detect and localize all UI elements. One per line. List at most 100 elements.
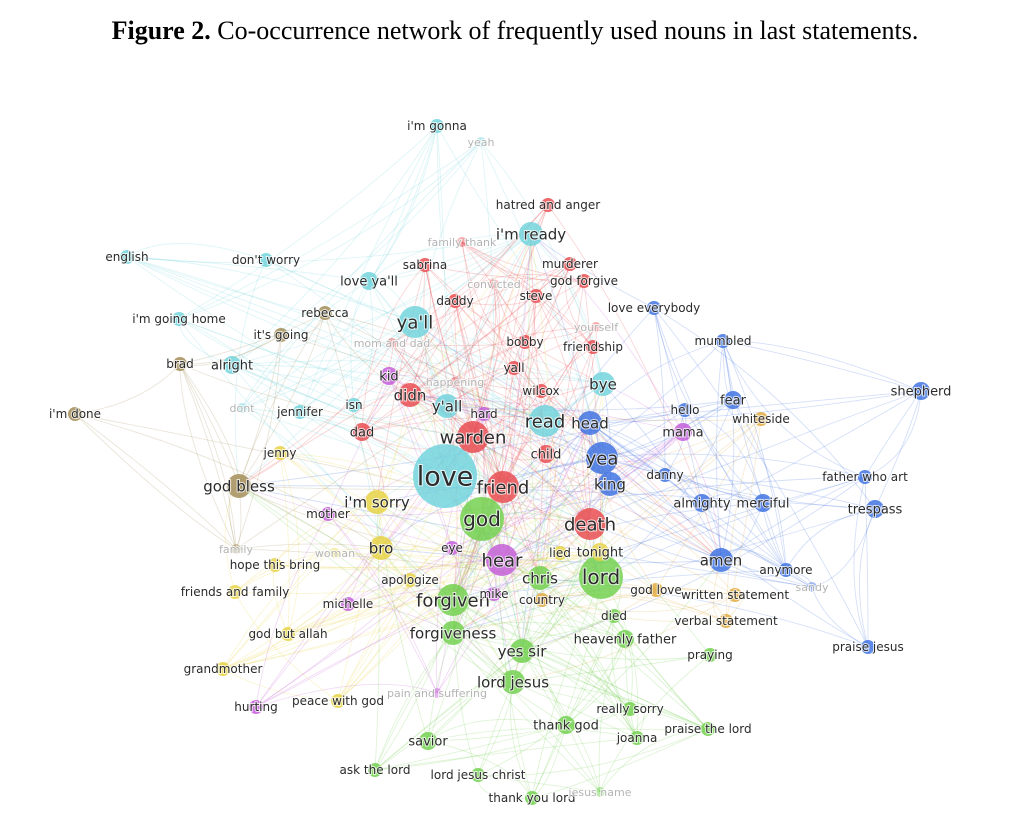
network-edge: [811, 508, 876, 588]
network-edge: [179, 363, 237, 550]
node-bubble: [535, 593, 549, 607]
network-edge: [241, 407, 454, 634]
node-bubble: [398, 383, 422, 407]
network-edge: [255, 593, 495, 708]
network-edge: [374, 650, 523, 771]
network-edge: [222, 405, 448, 670]
network-edge: [235, 405, 448, 550]
node-bubble: [441, 621, 465, 645]
node-label: love ya'll: [340, 275, 398, 290]
node-bubble: [448, 294, 462, 308]
node-label: fear: [720, 394, 747, 409]
node-bubble: [529, 289, 543, 303]
network-edge: [238, 312, 326, 487]
network-edge: [454, 381, 591, 525]
figure-caption: Figure 2. Co-occurrence network of frequ…: [0, 16, 1030, 46]
network-edge: [530, 233, 561, 554]
network-edge: [539, 577, 638, 739]
network-edge: [722, 340, 922, 392]
network-edge: [501, 233, 532, 561]
network-edge: [74, 413, 237, 550]
node-label: jesus name: [568, 786, 632, 799]
network-edge: [255, 513, 329, 708]
node-label: lord: [582, 565, 620, 589]
network-edge: [565, 559, 722, 726]
network-edge: [224, 485, 240, 593]
network-edge: [446, 399, 734, 411]
network-edge: [528, 233, 541, 579]
network-edge: [452, 523, 591, 634]
network-edge: [530, 233, 604, 385]
node-label: mumbled: [695, 334, 752, 348]
network-edge: [337, 383, 604, 702]
network-edge: [231, 125, 438, 366]
network-edge: [874, 390, 922, 510]
network-edge: [600, 399, 734, 578]
node-label: michelle: [323, 597, 374, 611]
network-edge: [368, 125, 438, 282]
node-bubble: [779, 563, 793, 577]
node-bubble: [387, 338, 397, 348]
network-edge: [74, 413, 237, 550]
node-label: yourself: [574, 321, 619, 334]
node-label: apologize: [381, 573, 439, 587]
network-edge: [347, 588, 495, 605]
network-edge: [720, 476, 866, 561]
network-edge: [427, 708, 631, 742]
node-label: sandy: [796, 581, 829, 594]
network-edge: [374, 724, 567, 771]
node-bubble: [529, 405, 561, 437]
node-label: really sorry: [596, 702, 663, 716]
node-label: hurting: [234, 700, 277, 714]
node-label: anymore: [759, 563, 812, 577]
node-label: hope this bring: [230, 558, 321, 572]
node-bubble: [435, 394, 459, 418]
network-edge: [461, 241, 537, 297]
network-edge: [539, 383, 604, 579]
node-label: ya'll: [397, 312, 434, 333]
node-bubble: [347, 398, 361, 412]
network-edge: [414, 321, 546, 422]
network-edge: [299, 405, 448, 419]
network-edge: [238, 399, 734, 487]
node-label: savior: [408, 735, 448, 750]
network-edge: [126, 256, 546, 422]
network-edge: [238, 334, 282, 487]
network-edge: [368, 125, 438, 282]
network-edge: [178, 318, 355, 406]
network-edge: [454, 341, 526, 383]
network-edge: [337, 518, 483, 702]
node-bubble: [331, 694, 345, 708]
network-edge: [436, 422, 591, 694]
network-edge: [409, 326, 597, 396]
node-bubble: [595, 787, 605, 797]
node-bubble: [419, 732, 437, 750]
node-bubble: [273, 446, 287, 460]
network-edge: [521, 476, 866, 652]
node-bubble: [418, 258, 432, 272]
network-edge: [388, 375, 485, 415]
network-edge: [238, 342, 393, 487]
node-bubble: [268, 558, 282, 572]
network-edge: [502, 418, 762, 488]
network-edge: [539, 280, 585, 579]
network-edge: [601, 453, 866, 478]
network-edge: [722, 340, 866, 478]
network-edge: [178, 318, 454, 601]
network-edge: [653, 307, 869, 648]
network-edge: [524, 280, 585, 343]
network-edge: [454, 274, 585, 302]
network-edge: [179, 363, 237, 550]
network-edge: [279, 452, 382, 549]
network-edge: [452, 326, 597, 601]
network-edge: [512, 681, 638, 739]
network-edge: [235, 543, 382, 550]
node-label: hatred and anger: [496, 198, 600, 212]
node-label: hello: [671, 403, 700, 417]
node-label: didn: [394, 386, 427, 404]
node-label: praying: [687, 648, 733, 662]
network-edge: [436, 125, 474, 438]
node-label: i'm gonna: [407, 119, 467, 133]
network-edge: [255, 457, 603, 708]
network-edge: [427, 740, 533, 799]
